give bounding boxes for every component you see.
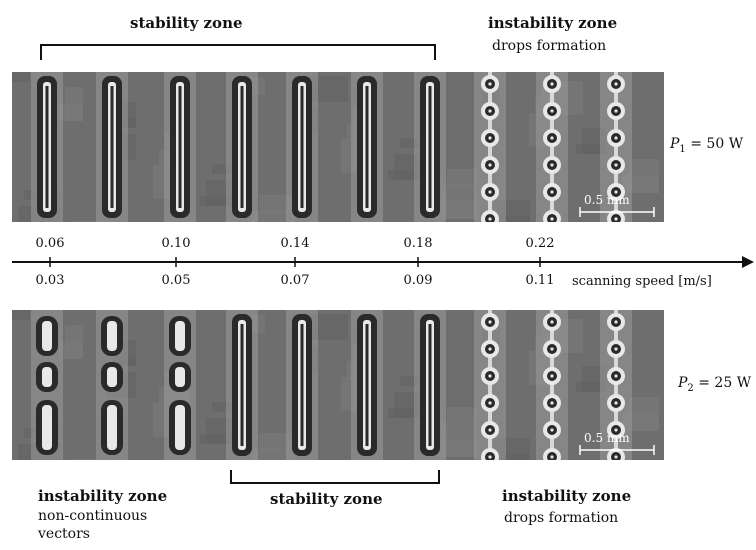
axis-bottom-tick-label: 0.05 — [161, 273, 191, 288]
bottom-power-subscript: 2 — [687, 382, 694, 394]
axis-top-tick-label: 0.14 — [280, 236, 310, 251]
bottom-left-sub2: vectors — [38, 526, 90, 542]
track-continuous — [96, 72, 128, 222]
track-continuous — [164, 72, 196, 222]
top-micrograph-panel: 0.5 mm — [12, 72, 664, 222]
top-power-subscript: 1 — [679, 143, 686, 155]
axis-arrowhead — [742, 256, 754, 268]
scale-bar: 0.5 mm — [579, 193, 655, 217]
texture-patch — [629, 159, 659, 193]
bottom-left-sub1: non-continuous — [38, 508, 148, 524]
speed-axis — [12, 256, 754, 268]
scale-bar: 0.5 mm — [579, 431, 655, 455]
top-micrograph: 0.5 mm — [12, 72, 659, 222]
track-drops — [474, 310, 506, 460]
texture-patch — [441, 185, 477, 219]
axis-bottom-tick-label: 0.03 — [35, 273, 65, 288]
axis-top-tick-label: 0.10 — [161, 236, 191, 251]
track-continuous — [351, 72, 383, 222]
bottom-stability-zone-label: stability zone — [270, 490, 383, 508]
track-drops — [600, 310, 632, 460]
texture-patch — [400, 376, 424, 386]
texture-patch — [447, 169, 477, 187]
texture-patch — [400, 138, 424, 148]
track-drops — [536, 72, 568, 222]
track-broken — [31, 310, 63, 460]
texture-patch — [447, 407, 477, 425]
texture-patch — [253, 211, 295, 222]
axis-bottom-tick-label: 0.07 — [280, 273, 310, 288]
axis-bottom-tick-label: 0.11 — [525, 273, 555, 288]
track-continuous — [286, 72, 318, 222]
bottom-left-instability-label: instability zone — [38, 487, 168, 505]
top-instability-zone-label: instability zone — [488, 14, 618, 32]
track-drops — [600, 72, 632, 222]
track-drops — [536, 310, 568, 460]
track-continuous — [226, 72, 258, 222]
top-instability-sub-label: drops formation — [492, 38, 607, 54]
texture-patch — [441, 423, 477, 457]
texture-patch — [71, 459, 113, 460]
texture-patch — [65, 87, 83, 121]
scale-bar-label: 0.5 mm — [584, 193, 630, 207]
track-broken — [96, 310, 128, 460]
top-power-label: P1 = 50 W — [670, 136, 743, 155]
track-continuous — [351, 310, 383, 460]
texture-patch — [71, 221, 113, 222]
bottom-micrograph-panel: 0.5 mm — [12, 310, 664, 460]
bottom-power-label: P2 = 25 W — [678, 375, 751, 394]
texture-patch — [12, 72, 30, 82]
axis-top-tick-label: 0.22 — [525, 236, 555, 251]
track-drops — [474, 72, 506, 222]
track-broken — [164, 310, 196, 460]
axis-top-tick-label: 0.18 — [403, 236, 433, 251]
axis-label: scanning speed [m/s] — [572, 274, 712, 289]
bottom-stability-bracket — [230, 470, 440, 484]
track-continuous — [414, 310, 446, 460]
track-continuous — [286, 310, 318, 460]
track-continuous — [226, 310, 258, 460]
bottom-micrograph: 0.5 mm — [12, 310, 659, 460]
track-continuous — [414, 72, 446, 222]
bottom-power-symbol: P — [678, 375, 688, 391]
texture-patch — [253, 449, 295, 460]
track-continuous — [31, 72, 63, 222]
scale-bar-label: 0.5 mm — [584, 431, 630, 445]
top-power-symbol: P — [670, 136, 680, 152]
top-stability-zone-label: stability zone — [130, 14, 243, 32]
top-power-value: = 50 W — [690, 136, 744, 152]
texture-patch — [65, 325, 83, 359]
bottom-right-sub: drops formation — [504, 510, 619, 526]
bottom-right-instability-label: instability zone — [502, 487, 632, 505]
top-stability-bracket — [40, 44, 436, 60]
texture-patch — [629, 397, 659, 431]
bottom-power-value: = 25 W — [698, 375, 752, 391]
axis-top-tick-label: 0.06 — [35, 236, 65, 251]
axis-bottom-tick-label: 0.09 — [403, 273, 433, 288]
texture-patch — [12, 310, 30, 320]
